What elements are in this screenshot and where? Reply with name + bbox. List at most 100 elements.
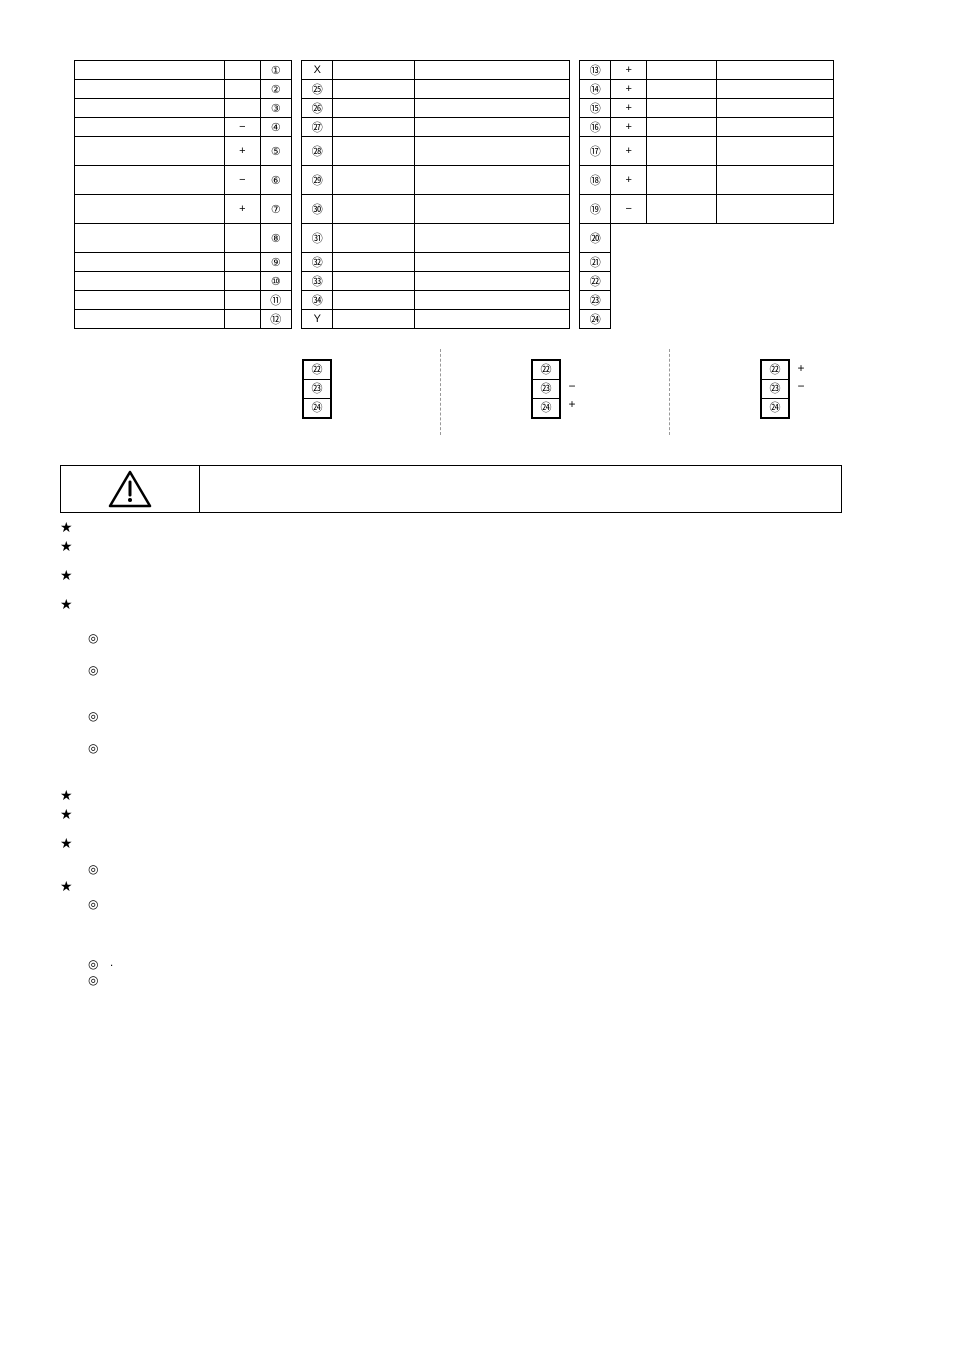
left-label <box>75 166 225 195</box>
left-num: ① <box>260 61 291 80</box>
left-num: ⑪ <box>260 291 291 310</box>
stack-sign: + <box>565 395 579 413</box>
right-val <box>647 310 717 329</box>
mid-num: ㉗ <box>302 118 333 137</box>
circle-note: ◎. <box>88 957 850 971</box>
right-val <box>647 61 717 80</box>
right-extra <box>717 253 834 272</box>
right-extra <box>717 291 834 310</box>
right-extra <box>717 61 834 80</box>
page: ① X ⑬+② ㉕ ⑭+③ ㉖ ⑮+−④ ㉗ ⑯++⑤ ㉘ ⑰+−⑥ ㉙ ⑱++… <box>0 0 954 1097</box>
mid-num: ㉘ <box>302 137 333 166</box>
right-val <box>647 99 717 118</box>
circle-icon: ◎ <box>88 709 104 723</box>
right-num: ㉑ <box>580 253 611 272</box>
right-sign <box>611 291 647 310</box>
note-text: . <box>110 957 850 969</box>
circle-note: ◎ <box>88 741 850 755</box>
star-icon: ★ <box>60 835 76 852</box>
left-label <box>75 80 225 99</box>
left-num: ② <box>260 80 291 99</box>
right-val <box>647 291 717 310</box>
stack-sign <box>565 359 579 377</box>
mid-num: ㉚ <box>302 195 333 224</box>
mid-val <box>333 195 415 224</box>
right-extra <box>717 166 834 195</box>
star-icon: ★ <box>60 596 76 613</box>
stack-sign: − <box>565 377 579 395</box>
mid-num: ㉖ <box>302 99 333 118</box>
stack-2: ㉒㉓㉔ −+ <box>531 359 579 419</box>
left-label <box>75 137 225 166</box>
stack-sign <box>336 377 350 395</box>
stacks-row: ㉒㉓㉔ ㉒㉓㉔ −+ ㉒㉓㉔ +− <box>302 359 914 435</box>
left-label <box>75 310 225 329</box>
circle-note: ◎ <box>88 709 850 723</box>
stack-cell: ㉔ <box>762 399 788 417</box>
left-label <box>75 195 225 224</box>
stack-cell: ㉓ <box>762 380 788 399</box>
right-extra <box>717 272 834 291</box>
star-icon: ★ <box>60 787 76 804</box>
circle-note: ◎ <box>88 897 850 911</box>
star-note: ★ <box>60 519 850 536</box>
circle-note: ◎ <box>88 973 850 987</box>
stack-sign <box>794 395 808 413</box>
left-label <box>75 253 225 272</box>
stack-sign <box>336 395 350 413</box>
mid-val <box>333 224 415 253</box>
mid-num: ㉞ <box>302 291 333 310</box>
mid-val <box>333 137 415 166</box>
star-note: ★ <box>60 806 850 823</box>
right-extra <box>717 224 834 253</box>
caution-text <box>200 466 841 512</box>
right-extra <box>717 80 834 99</box>
mid-label <box>415 80 570 99</box>
stack-cell: ㉔ <box>304 399 330 417</box>
right-sign <box>611 272 647 291</box>
mid-label <box>415 310 570 329</box>
star-note: ★ <box>60 596 850 613</box>
right-val <box>647 80 717 99</box>
mid-label <box>415 272 570 291</box>
star-note: ★ <box>60 787 850 804</box>
mid-label <box>415 137 570 166</box>
right-extra <box>717 99 834 118</box>
circle-icon: ◎ <box>88 631 104 645</box>
right-num: ㉓ <box>580 291 611 310</box>
notes-block: ★★★★◎◎◎◎★★★◎★◎◎.◎ <box>60 519 850 987</box>
stack-cell: ㉔ <box>533 399 559 417</box>
circle-icon: ◎ <box>88 897 104 911</box>
right-val <box>647 253 717 272</box>
mid-val <box>333 99 415 118</box>
mid-val <box>333 118 415 137</box>
left-sign <box>224 80 260 99</box>
left-sign: − <box>224 166 260 195</box>
stack-cell: ㉒ <box>304 361 330 380</box>
mid-label <box>415 224 570 253</box>
left-num: ④ <box>260 118 291 137</box>
left-sign: + <box>224 137 260 166</box>
caution-box <box>60 465 842 513</box>
left-num: ⑫ <box>260 310 291 329</box>
left-num: ⑧ <box>260 224 291 253</box>
mid-num: X <box>302 61 333 80</box>
mid-label <box>415 166 570 195</box>
right-num: ⑭ <box>580 80 611 99</box>
stack-sign: + <box>794 359 808 377</box>
right-sign: + <box>611 118 647 137</box>
mid-num: ㉙ <box>302 166 333 195</box>
mid-label <box>415 99 570 118</box>
star-icon: ★ <box>60 567 76 584</box>
stack-cell: ㉓ <box>304 380 330 399</box>
left-sign <box>224 61 260 80</box>
right-sign: + <box>611 99 647 118</box>
right-extra <box>717 310 834 329</box>
left-sign <box>224 272 260 291</box>
left-label <box>75 61 225 80</box>
circle-note: ◎ <box>88 862 850 876</box>
mid-val <box>333 166 415 195</box>
left-num: ⑥ <box>260 166 291 195</box>
stack-sign: − <box>794 377 808 395</box>
right-sign <box>611 310 647 329</box>
